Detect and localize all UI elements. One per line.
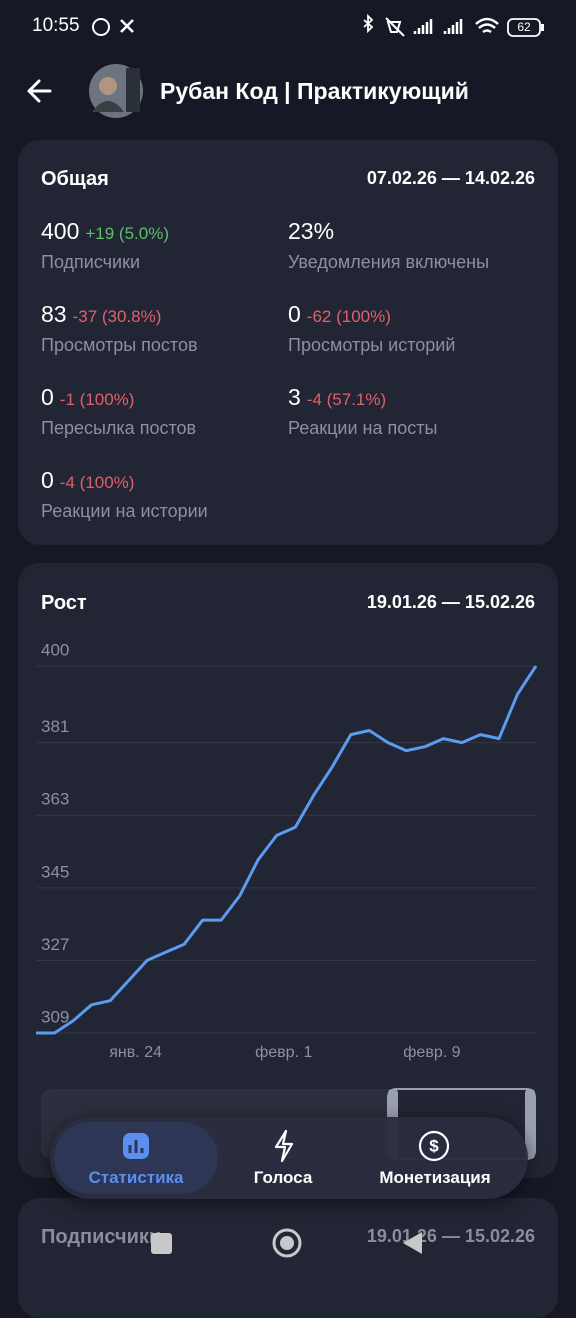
status-icons <box>92 13 544 37</box>
stat-change: -37 (30.8%) <box>72 307 162 326</box>
stat: 0 -62 (100%) Просмотры историй <box>288 301 455 356</box>
status-time: 10:55 <box>32 15 80 36</box>
system-nav <box>151 1228 422 1258</box>
card-title: Подписчики <box>41 1226 162 1248</box>
stat: 23% Уведомления включены <box>288 218 489 273</box>
stat-row: 0 -4 (100%) <box>41 467 208 494</box>
stat: 3 -4 (57.1%) Реакции на посты <box>288 384 437 439</box>
screen: 10:55 62 Рубан Код | Практикующий Общая … <box>18 13 558 1318</box>
x-tick-label: февр. 9 <box>403 1044 460 1061</box>
stat: 400 +19 (5.0%) Подписчики <box>41 218 169 273</box>
back-nav-button[interactable] <box>403 1232 422 1254</box>
nav-item[interactable]: Статистика <box>88 1168 184 1187</box>
stat-row: 400 +19 (5.0%) <box>41 218 169 245</box>
stat-change: -4 (100%) <box>59 473 135 492</box>
chart: 309 327 345 363 381 400 янв. 24 февр. 1 февр. 9 <box>36 640 538 1160</box>
header-icons <box>27 64 143 118</box>
y-tick-label: 309 <box>41 1007 69 1026</box>
x-tick-label: янв. 24 <box>109 1044 162 1061</box>
home-button[interactable] <box>272 1228 302 1258</box>
data-line <box>36 665 538 1035</box>
y-tick-label: 363 <box>41 790 69 809</box>
chart-title: Рост <box>41 592 87 614</box>
stat-row: 0 -1 (100%) <box>41 384 196 411</box>
stat-change: -4 (57.1%) <box>306 390 387 409</box>
stat-value: 23% <box>288 218 335 244</box>
card-title: Общая <box>41 168 109 190</box>
overview-card: Общая 07.02.26 — 14.02.26 400 +19 (5.0%) П… <box>18 140 558 545</box>
page: Статистика {"status_bar": {"time": "10:5… <box>18 13 558 1318</box>
stat-value: 0 <box>41 384 54 410</box>
stat-label: Просмотры постов <box>41 335 198 355</box>
stat-row: 3 -4 (57.1%) <box>288 384 437 411</box>
nav-item[interactable]: Монетизация <box>379 1168 491 1187</box>
y-tick-label: 345 <box>41 862 69 881</box>
stat-label: Подписчики <box>41 252 141 272</box>
stat-value: 0 <box>41 467 54 493</box>
stat-value: 0 <box>288 301 301 327</box>
nav-item[interactable]: Голоса <box>253 1168 313 1187</box>
stat-row: 0 -62 (100%) <box>288 301 455 328</box>
stat-change: -1 (100%) <box>59 390 135 409</box>
y-tick-label: 400 <box>41 640 69 659</box>
x-tick-label: февр. 1 <box>255 1044 312 1061</box>
stat-label: Просмотры историй <box>288 335 456 355</box>
chart-card: Рост 19.01.26 — 15.02.26 309 327 345 363 381… <box>18 563 558 1178</box>
recents-button[interactable] <box>151 1233 172 1254</box>
back-button[interactable] <box>27 79 52 103</box>
stat-row: 83 -37 (30.8%) <box>41 301 198 328</box>
y-tick-label: 381 <box>41 717 69 736</box>
battery-level: 62 <box>517 20 531 34</box>
stat-label: Реакции на истории <box>41 501 208 521</box>
stat-label: Пересылка постов <box>41 418 197 438</box>
stat-value: 3 <box>288 384 301 410</box>
stat: 0 -4 (100%) Реакции на истории <box>41 467 208 522</box>
chart-date-range: 19.01.26 — 15.02.26 <box>366 592 535 612</box>
date-range: 07.02.26 — 14.02.26 <box>366 168 535 188</box>
stat: 83 -37 (30.8%) Просмотры постов <box>41 301 198 356</box>
y-tick-label: 327 <box>41 935 69 954</box>
nav-icons: $ <box>123 1129 450 1163</box>
stat-change: +19 (5.0%) <box>85 224 170 243</box>
stat-change: -62 (100%) <box>306 307 391 326</box>
svg-text:$: $ <box>429 1136 439 1155</box>
bottom-nav: $ Статистика Голоса Монетизация <box>50 1117 528 1199</box>
stat-value: 83 <box>41 301 67 327</box>
stat-label: Уведомления включены <box>288 252 490 272</box>
stat-label: Реакции на посты <box>288 418 438 438</box>
stat: 0 -1 (100%) Пересылка постов <box>41 384 196 439</box>
stat-value: 400 <box>41 218 80 244</box>
stat-row: 23% <box>288 218 489 245</box>
channel-title[interactable]: Рубан Код | Практикующий <box>160 78 469 104</box>
